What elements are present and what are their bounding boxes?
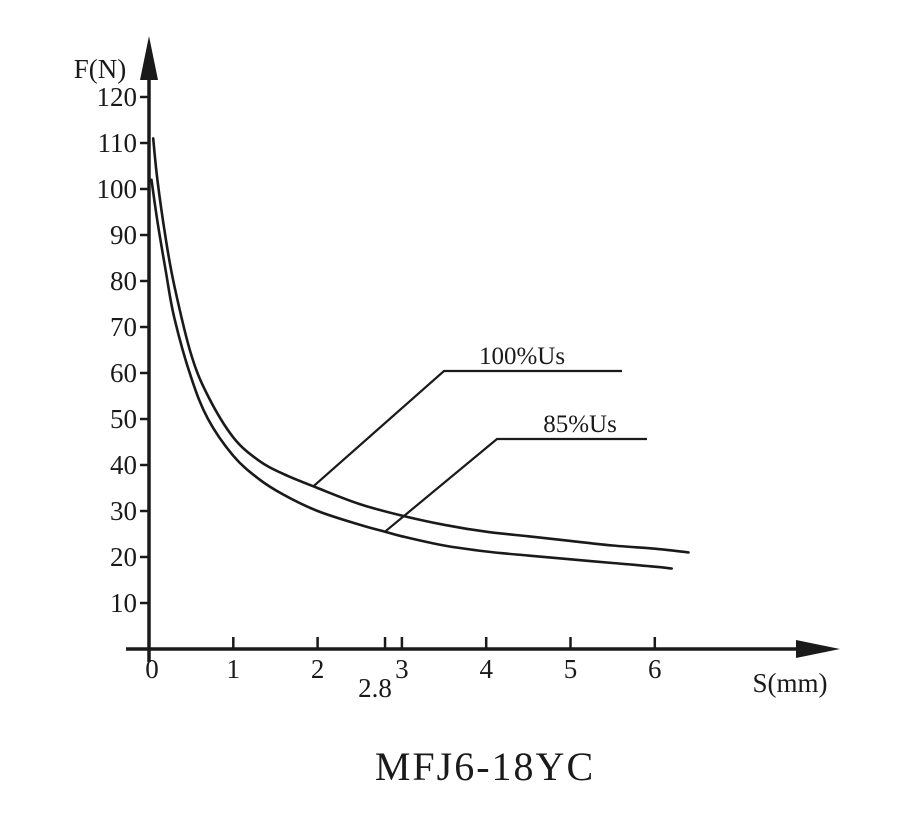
x-tick-label: 6 — [648, 654, 662, 684]
x-tick-label: 3 — [395, 654, 409, 684]
y-tick-label: 30 — [110, 496, 137, 526]
x-tick-label: 1 — [227, 654, 241, 684]
y-tick-label: 100 — [97, 174, 138, 204]
legend-label-0: 100%Us — [479, 343, 565, 370]
y-axis-title: F(N) — [74, 54, 127, 84]
series-line-1 — [150, 178, 673, 570]
legend-label-1: 85%Us — [543, 411, 617, 438]
y-tick-label: 80 — [110, 266, 137, 296]
y-tick-label: 90 — [110, 220, 137, 250]
y-tick-label: 50 — [110, 404, 137, 434]
annotation-layer: 100%Us 85%Us — [312, 343, 647, 533]
y-tick-label: 20 — [110, 542, 137, 572]
chart-title: MFJ6-18YC — [375, 744, 595, 789]
y-tick-label: 110 — [98, 128, 138, 158]
y-tick-label: 60 — [110, 358, 137, 388]
series-layer — [150, 137, 690, 570]
legend-leader-line-1 — [384, 437, 647, 533]
x-tick-label: 2 — [311, 654, 325, 684]
y-tick-label: 10 — [110, 588, 137, 618]
legend-leader-line-0 — [312, 369, 622, 488]
x-tick-label: 5 — [564, 654, 578, 684]
x-tick-label: 0 — [145, 654, 159, 684]
x-axis-arrow — [796, 640, 840, 658]
axes-layer — [126, 36, 840, 662]
label-layer: 10 20 30 40 50 60 70 80 90 100 110 120 0 1 2 3 4 5 6 2.8 F(N… — [74, 54, 828, 789]
y-tick-label: 40 — [110, 450, 137, 480]
y-tick-label: 70 — [110, 312, 137, 342]
x-axis-title: S(mm) — [752, 668, 827, 698]
x-special-tick-label: 2.8 — [358, 673, 392, 703]
y-axis-arrow — [140, 36, 158, 80]
y-tick-label: 120 — [97, 82, 138, 112]
series-line-0 — [151, 137, 690, 554]
x-tick-label: 4 — [479, 654, 493, 684]
